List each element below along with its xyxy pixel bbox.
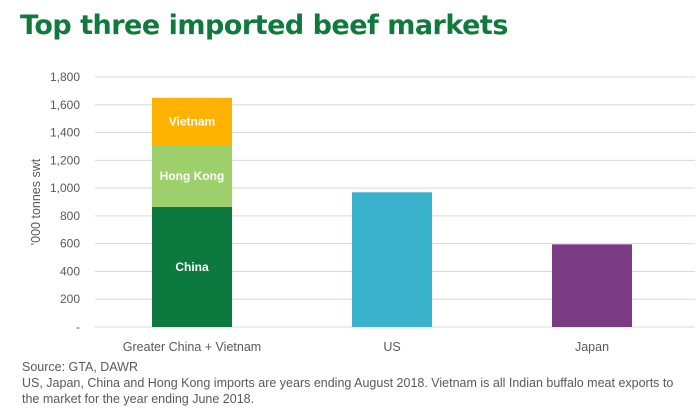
segment-label: China bbox=[175, 260, 209, 274]
chart-title: Top three imported beef markets bbox=[20, 10, 508, 41]
footnote-text: US, Japan, China and Hong Kong imports a… bbox=[22, 376, 674, 406]
bar-segment bbox=[552, 244, 632, 327]
bar-segment bbox=[352, 192, 432, 327]
y-tick-label: 600 bbox=[60, 237, 80, 251]
footnote: Source: GTA, DAWR US, Japan, China and H… bbox=[22, 359, 694, 407]
source-note: Source: GTA, DAWR bbox=[22, 360, 138, 374]
bar-segment bbox=[152, 145, 232, 207]
y-tick-label: - bbox=[76, 320, 80, 334]
segment-label: Hong Kong bbox=[160, 169, 225, 183]
y-tick-label: 1,200 bbox=[50, 153, 80, 167]
x-tick-label: Japan bbox=[575, 340, 609, 354]
y-tick-label: 1,400 bbox=[50, 126, 80, 140]
y-tick-label: 1,800 bbox=[50, 70, 80, 84]
y-tick-label: 1,000 bbox=[50, 181, 80, 195]
segment-label: Vietnam bbox=[169, 114, 215, 128]
y-tick-label: 1,600 bbox=[50, 98, 80, 112]
x-tick-label: Greater China + Vietnam bbox=[123, 340, 261, 354]
bar-segment bbox=[152, 97, 232, 146]
y-tick-label: 800 bbox=[60, 209, 80, 223]
y-axis-label: '000 tonnes swt bbox=[29, 158, 43, 245]
y-tick-label: 200 bbox=[60, 292, 80, 306]
x-tick-label: US bbox=[383, 340, 400, 354]
bar-segment bbox=[152, 206, 232, 327]
bar-chart: - 200 400 600 800 1,000 1,200 1,400 1,600 1,800 '0… bbox=[29, 70, 695, 354]
y-tick-label: 400 bbox=[60, 264, 80, 278]
